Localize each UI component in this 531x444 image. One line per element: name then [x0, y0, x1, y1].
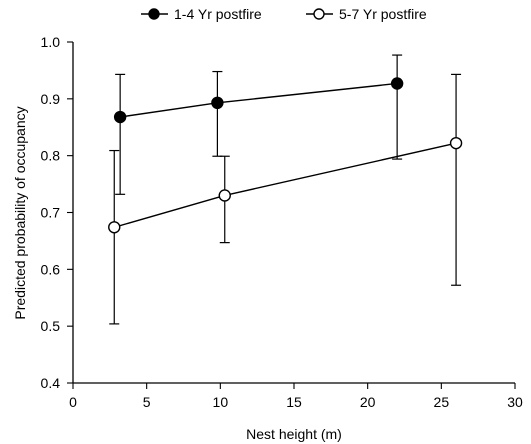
- y-tick-label-4: 0.8: [41, 148, 61, 164]
- plot-area: [108, 54, 463, 325]
- legend: 1-4 Yr postfire 5-7 Yr postfire: [141, 6, 427, 22]
- legend-marker-series-2: [313, 8, 325, 20]
- x-tick-label-3: 15: [286, 394, 302, 410]
- series-2-line: [114, 142, 457, 228]
- x-tick-label-0: 0: [69, 394, 77, 410]
- series-1-point-3: [390, 77, 404, 90]
- y-tick-label-3: 0.7: [41, 205, 61, 221]
- x-tick-label-5: 25: [434, 394, 450, 410]
- x-tick-label-4: 20: [360, 394, 376, 410]
- x-tick-label-6: 30: [507, 394, 523, 410]
- x-axis-label: Nest height (m): [246, 426, 342, 442]
- x-tick-label-2: 10: [213, 394, 229, 410]
- y-tick-label-0: 0.4: [41, 375, 61, 391]
- x-tick-label-1: 5: [143, 394, 151, 410]
- legend-label-series-2: 5-7 Yr postfire: [339, 6, 427, 22]
- legend-label-series-1: 1-4 Yr postfire: [174, 6, 262, 22]
- series-1-point-2: [211, 96, 224, 110]
- y-axis-label: Predicted probability of occupancy: [12, 106, 28, 319]
- y-tick-label-2: 0.6: [41, 261, 61, 277]
- series-2-point-1: [108, 221, 121, 234]
- series-2-point-3: [449, 136, 463, 150]
- series-2-point-2: [218, 189, 231, 202]
- y-tick-label-1: 0.5: [41, 318, 61, 334]
- series-1-line: [120, 82, 398, 118]
- y-tick-label-6: 1.0: [41, 34, 61, 50]
- axes: 0 5 10 15 20 25 30 0.4 0.5 0.6 0.7 0.8 0.9 1.0: [41, 34, 523, 410]
- series-1-point-1: [113, 110, 127, 124]
- y-tick-label-5: 0.9: [41, 91, 61, 107]
- legend-marker-series-1: [148, 8, 160, 20]
